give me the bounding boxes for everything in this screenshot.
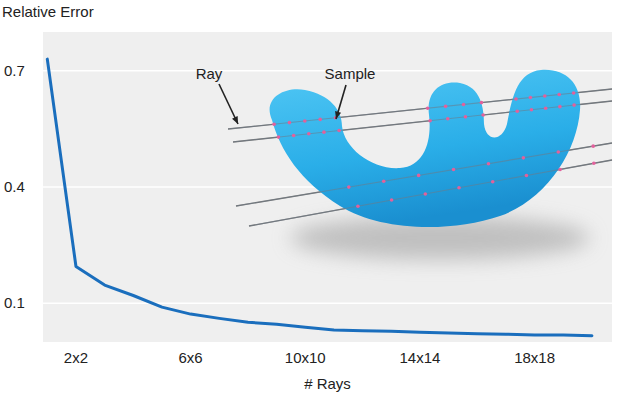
sample-point — [462, 103, 466, 107]
grid-line — [43, 303, 612, 305]
sample-point — [558, 168, 562, 172]
illustration — [219, 70, 612, 260]
sample-point — [543, 94, 547, 98]
sample-point — [481, 113, 485, 117]
ray-front — [249, 160, 612, 226]
sample-point — [307, 132, 311, 136]
arrow-head — [232, 116, 238, 124]
x-tick-label: 10x10 — [285, 349, 326, 366]
chart: 0.1 0.4 0.7 2x2 6x6 10x10 14x14 18x18 Relative E… — [0, 0, 619, 398]
arrow-head — [335, 111, 341, 119]
sample-point — [390, 198, 394, 202]
sample-point — [452, 168, 456, 172]
line — [47, 59, 592, 336]
sample-point — [288, 121, 292, 125]
sample-point — [591, 144, 595, 148]
x-axis-title: # Rays — [304, 375, 351, 392]
ray-front — [228, 89, 612, 129]
annotation: Sample — [325, 65, 376, 82]
sample-point — [557, 93, 561, 97]
sample-point — [347, 185, 351, 189]
sample-point — [522, 156, 526, 160]
ray-front — [236, 143, 612, 206]
sample-point — [480, 101, 484, 105]
plot-background — [43, 32, 612, 342]
sample-point — [356, 204, 360, 208]
sample-point — [444, 105, 448, 109]
sample-point — [428, 119, 432, 123]
sample-point — [544, 106, 548, 110]
y-tick-label: 0.1 — [4, 294, 25, 311]
x-tick-label: 6x6 — [179, 349, 203, 366]
y-axis-title: Relative Error — [2, 3, 94, 20]
sample-point — [303, 119, 307, 123]
arrow — [336, 85, 346, 119]
sample-point — [558, 105, 562, 109]
sample-point — [457, 186, 461, 190]
sample-point — [572, 91, 576, 95]
sample-point — [322, 130, 326, 134]
sample-point — [424, 192, 428, 196]
y-tick-label: 0.7 — [4, 62, 25, 79]
sample-point — [318, 118, 322, 122]
x-tick-label: 2x2 — [64, 349, 88, 366]
sample-point — [491, 180, 495, 184]
x-tick-label: 14x14 — [400, 349, 441, 366]
sample-point — [529, 96, 533, 100]
sample-point — [515, 109, 519, 113]
sample-point — [487, 162, 491, 166]
sample-point — [417, 174, 421, 178]
x-tick-label: 18x18 — [514, 349, 555, 366]
shape — [270, 70, 581, 227]
sample-point — [525, 174, 529, 178]
ray-front — [233, 101, 612, 142]
sample-point — [592, 162, 596, 166]
sample-point — [556, 150, 560, 154]
sample-point — [530, 108, 534, 112]
sample-point — [292, 134, 296, 138]
arrow — [219, 84, 238, 124]
annotation: Ray — [196, 65, 223, 82]
sample-point — [277, 135, 281, 139]
y-tick-label: 0.4 — [4, 178, 25, 195]
sample-point — [272, 122, 276, 126]
plot-marks — [47, 59, 592, 336]
sample-point — [464, 115, 468, 119]
sample-point — [426, 106, 430, 110]
sample-point — [337, 129, 341, 133]
sample-point — [514, 97, 518, 101]
sample-point — [446, 117, 450, 121]
sample-point — [382, 179, 386, 183]
sample-point — [572, 103, 576, 107]
